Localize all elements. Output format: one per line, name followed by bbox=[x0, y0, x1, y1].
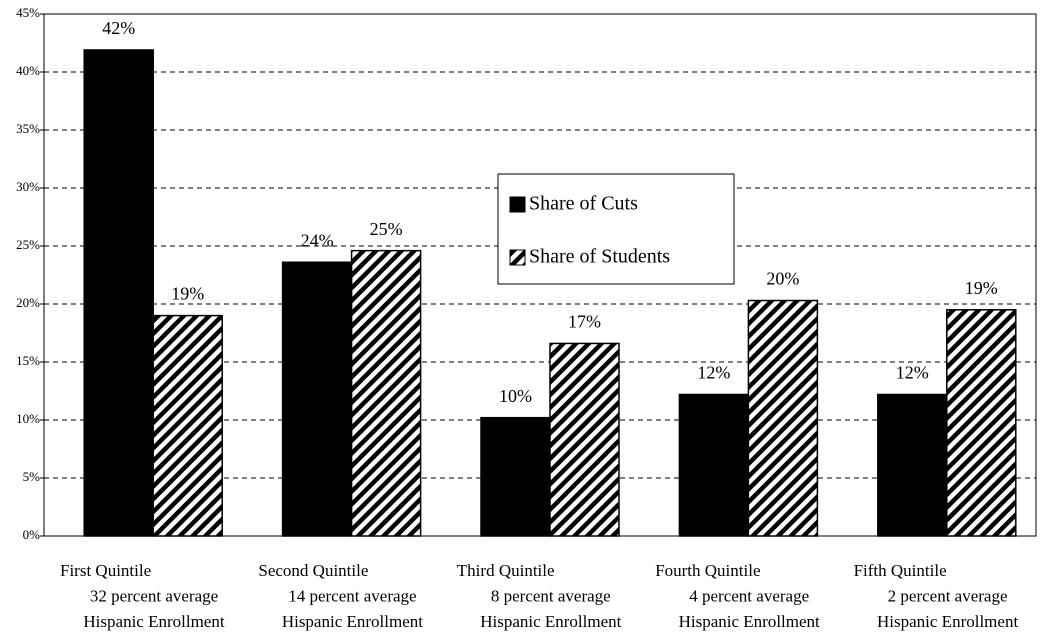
y-tick-label: 25% bbox=[16, 237, 40, 252]
bar bbox=[281, 261, 353, 537]
x-tick-label: Fourth Quintile bbox=[655, 561, 760, 580]
y-tick-label: 10% bbox=[16, 411, 40, 426]
y-tick-label: 40% bbox=[16, 63, 40, 78]
x-tick-label: 2 percent average bbox=[888, 586, 1008, 605]
legend-box bbox=[497, 173, 735, 285]
bar bbox=[152, 314, 223, 537]
y-tick-label: 35% bbox=[16, 121, 40, 136]
legend-swatch bbox=[509, 249, 526, 266]
bar bbox=[877, 393, 948, 537]
y-tick-label: 0% bbox=[23, 527, 41, 542]
x-tick-label: Second Quintile bbox=[258, 561, 368, 580]
bar bbox=[678, 393, 750, 537]
bar bbox=[747, 299, 819, 537]
data-label: 24% bbox=[301, 230, 334, 250]
data-label: 19% bbox=[171, 284, 204, 304]
x-tick-label: First Quintile bbox=[60, 561, 151, 580]
data-label: 10% bbox=[499, 386, 532, 406]
data-label: 12% bbox=[697, 363, 730, 383]
x-tick-label: Hispanic Enrollment bbox=[83, 612, 224, 631]
data-label: 20% bbox=[766, 269, 799, 289]
y-tick-label: 15% bbox=[16, 353, 40, 368]
x-tick-label: Hispanic Enrollment bbox=[679, 612, 820, 631]
bar bbox=[350, 249, 422, 537]
legend-label: Share of Cuts bbox=[529, 193, 638, 215]
x-tick-label: Third Quintile bbox=[457, 561, 555, 580]
x-tick-label: 8 percent average bbox=[491, 586, 611, 605]
x-tick-label: 4 percent average bbox=[689, 586, 809, 605]
bar bbox=[946, 309, 1017, 537]
bar bbox=[480, 416, 551, 537]
y-tick-label: 20% bbox=[16, 295, 40, 310]
legend-label: Share of Students bbox=[529, 246, 670, 268]
legend-swatch bbox=[509, 196, 526, 213]
x-tick-label: Fifth Quintile bbox=[854, 561, 947, 580]
data-label: 42% bbox=[102, 18, 135, 38]
y-tick-label: 5% bbox=[23, 469, 41, 484]
y-tick-label: 45% bbox=[16, 5, 40, 20]
y-tick-label: 30% bbox=[16, 179, 40, 194]
x-tick-label: 14 percent average bbox=[288, 586, 416, 605]
bar bbox=[549, 342, 620, 537]
data-label: 17% bbox=[568, 312, 601, 332]
x-tick-label: Hispanic Enrollment bbox=[877, 612, 1018, 631]
legend: Share of Cuts Share of Students bbox=[497, 173, 735, 285]
x-tick-label: Hispanic Enrollment bbox=[480, 612, 621, 631]
data-label: 12% bbox=[896, 363, 929, 383]
plot-frame bbox=[43, 13, 1037, 537]
data-label: 25% bbox=[370, 219, 403, 239]
x-tick-label: Hispanic Enrollment bbox=[282, 612, 423, 631]
x-tick-label: 32 percent average bbox=[90, 586, 218, 605]
data-label: 19% bbox=[965, 278, 998, 298]
bar bbox=[83, 49, 154, 537]
